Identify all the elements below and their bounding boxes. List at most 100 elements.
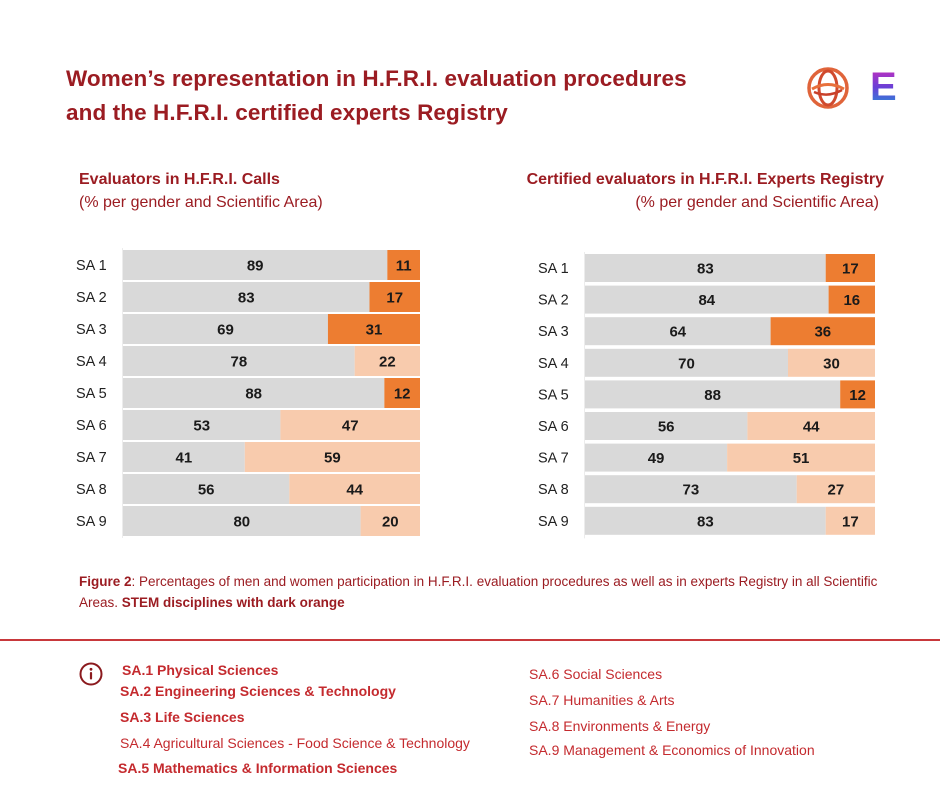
- title-line-2: and the H.F.R.I. certified experts Regis…: [66, 100, 508, 125]
- info-icon: [79, 662, 103, 686]
- bar-men: [585, 285, 829, 314]
- category-label: SA 9: [76, 514, 107, 530]
- category-label: SA 4: [76, 354, 107, 370]
- data-label-women: 27: [828, 482, 845, 499]
- data-label-men: 83: [238, 290, 255, 307]
- right-chart-title: Certified evaluators in H.F.R.I. Experts…: [526, 171, 884, 188]
- right-chart-subtitle: (% per gender and Scientific Area): [635, 194, 879, 211]
- bar-men: [123, 474, 290, 504]
- data-label-women: 44: [803, 419, 820, 436]
- data-label-men: 84: [698, 292, 715, 309]
- bar-women: [788, 348, 875, 377]
- bar-women: [280, 410, 420, 440]
- data-label-men: 83: [697, 261, 714, 278]
- data-label-men: 70: [678, 355, 695, 372]
- category-label: SA 5: [76, 386, 107, 402]
- data-label-men: 83: [697, 513, 714, 530]
- bar-men: [585, 254, 826, 282]
- data-label-women: 47: [342, 418, 359, 435]
- left-chart-title: Evaluators in H.F.R.I. Calls: [79, 171, 280, 188]
- data-label-women: 36: [814, 324, 831, 341]
- bar-women: [770, 317, 875, 346]
- category-label: SA 6: [76, 418, 107, 434]
- data-label-women: 12: [849, 387, 866, 404]
- left-chart-subtitle: (% per gender and Scientific Area): [79, 194, 323, 211]
- bar-women: [796, 475, 875, 504]
- bar-women: [825, 254, 875, 282]
- bar-men: [123, 442, 245, 472]
- bar-women: [727, 443, 875, 472]
- bar-men: [123, 410, 281, 440]
- data-label-women: 30: [823, 355, 840, 372]
- legend-sa8: SA.8 Environments & Energy: [529, 718, 711, 734]
- section-divider: [0, 639, 940, 641]
- data-label-women: 16: [843, 292, 860, 309]
- bar-women: [327, 314, 420, 344]
- category-label: SA 7: [538, 451, 569, 467]
- title-line-1: Women’s representation in H.F.R.I. evalu…: [66, 66, 687, 91]
- bar-men: [123, 314, 328, 344]
- data-label-women: 11: [396, 258, 412, 275]
- bar-men: [585, 506, 826, 535]
- category-label: SA 6: [538, 419, 569, 435]
- data-label-women: 59: [324, 450, 341, 467]
- page-title: Women’s representation in H.F.R.I. evalu…: [66, 62, 687, 130]
- category-label: SA 3: [76, 322, 107, 338]
- bar-men: [123, 506, 361, 536]
- bar-women: [825, 506, 875, 535]
- bar-women: [828, 285, 875, 314]
- hfri-globe-logo-icon: [807, 67, 849, 109]
- bar-women: [384, 378, 420, 408]
- bar-women: [387, 250, 420, 280]
- data-label-men: 89: [247, 258, 264, 275]
- data-label-women: 51: [793, 450, 810, 467]
- data-label-men: 73: [683, 482, 700, 499]
- bar-men: [585, 348, 788, 377]
- bar-women: [747, 412, 875, 440]
- category-label: SA 1: [538, 261, 569, 277]
- bar-women: [354, 346, 420, 376]
- data-label-women: 17: [842, 513, 859, 530]
- caption-text: : Percentages of men and women participa…: [79, 574, 878, 610]
- data-label-women: 31: [366, 322, 383, 339]
- bar-men: [585, 443, 728, 472]
- data-label-women: 12: [394, 386, 411, 403]
- caption-emphasis: STEM disciplines with dark orange: [121, 595, 345, 610]
- data-label-men: 56: [198, 482, 215, 499]
- bar-men: [123, 378, 385, 408]
- category-label: SA 2: [538, 293, 569, 309]
- data-label-men: 88: [704, 387, 721, 404]
- bar-women: [244, 442, 420, 472]
- data-label-women: 20: [382, 514, 399, 531]
- category-label: SA 8: [538, 482, 569, 498]
- category-label: SA 4: [538, 356, 569, 372]
- legend-sa6: SA.6 Social Sciences: [529, 666, 663, 682]
- data-label-men: 49: [648, 450, 665, 467]
- category-label: SA 1: [76, 258, 107, 274]
- legend-sa3: SA.3 Life Sciences: [120, 709, 245, 725]
- category-label: SA 3: [538, 324, 569, 340]
- data-label-women: 17: [842, 261, 859, 278]
- data-label-men: 41: [176, 450, 193, 467]
- logo-letter-e-icon: E: [870, 65, 897, 109]
- bar-women: [840, 380, 875, 409]
- legend-sa1: SA.1 Physical Sciences: [122, 662, 279, 678]
- legend-sa2: SA.2 Engineering Sciences & Technology: [120, 683, 396, 699]
- category-label: SA 8: [76, 482, 107, 498]
- legend-sa5: SA.5 Mathematics & Information Sciences: [118, 760, 398, 776]
- bar-men: [123, 250, 388, 280]
- category-label: SA 5: [538, 387, 569, 403]
- figure-caption: Figure 2: Percentages of men and women p…: [79, 571, 899, 613]
- bar-women: [289, 474, 420, 504]
- data-label-women: 17: [386, 290, 403, 307]
- bar-men: [585, 380, 841, 409]
- data-label-men: 56: [658, 419, 675, 436]
- legend-sa9: SA.9 Management & Economics of Innovatio…: [529, 742, 815, 758]
- bar-men: [123, 346, 355, 376]
- bar-women: [360, 506, 420, 536]
- legend-sa4: SA.4 Agricultural Sciences - Food Scienc…: [120, 735, 470, 751]
- data-label-men: 88: [245, 386, 262, 403]
- bar-men: [123, 282, 370, 312]
